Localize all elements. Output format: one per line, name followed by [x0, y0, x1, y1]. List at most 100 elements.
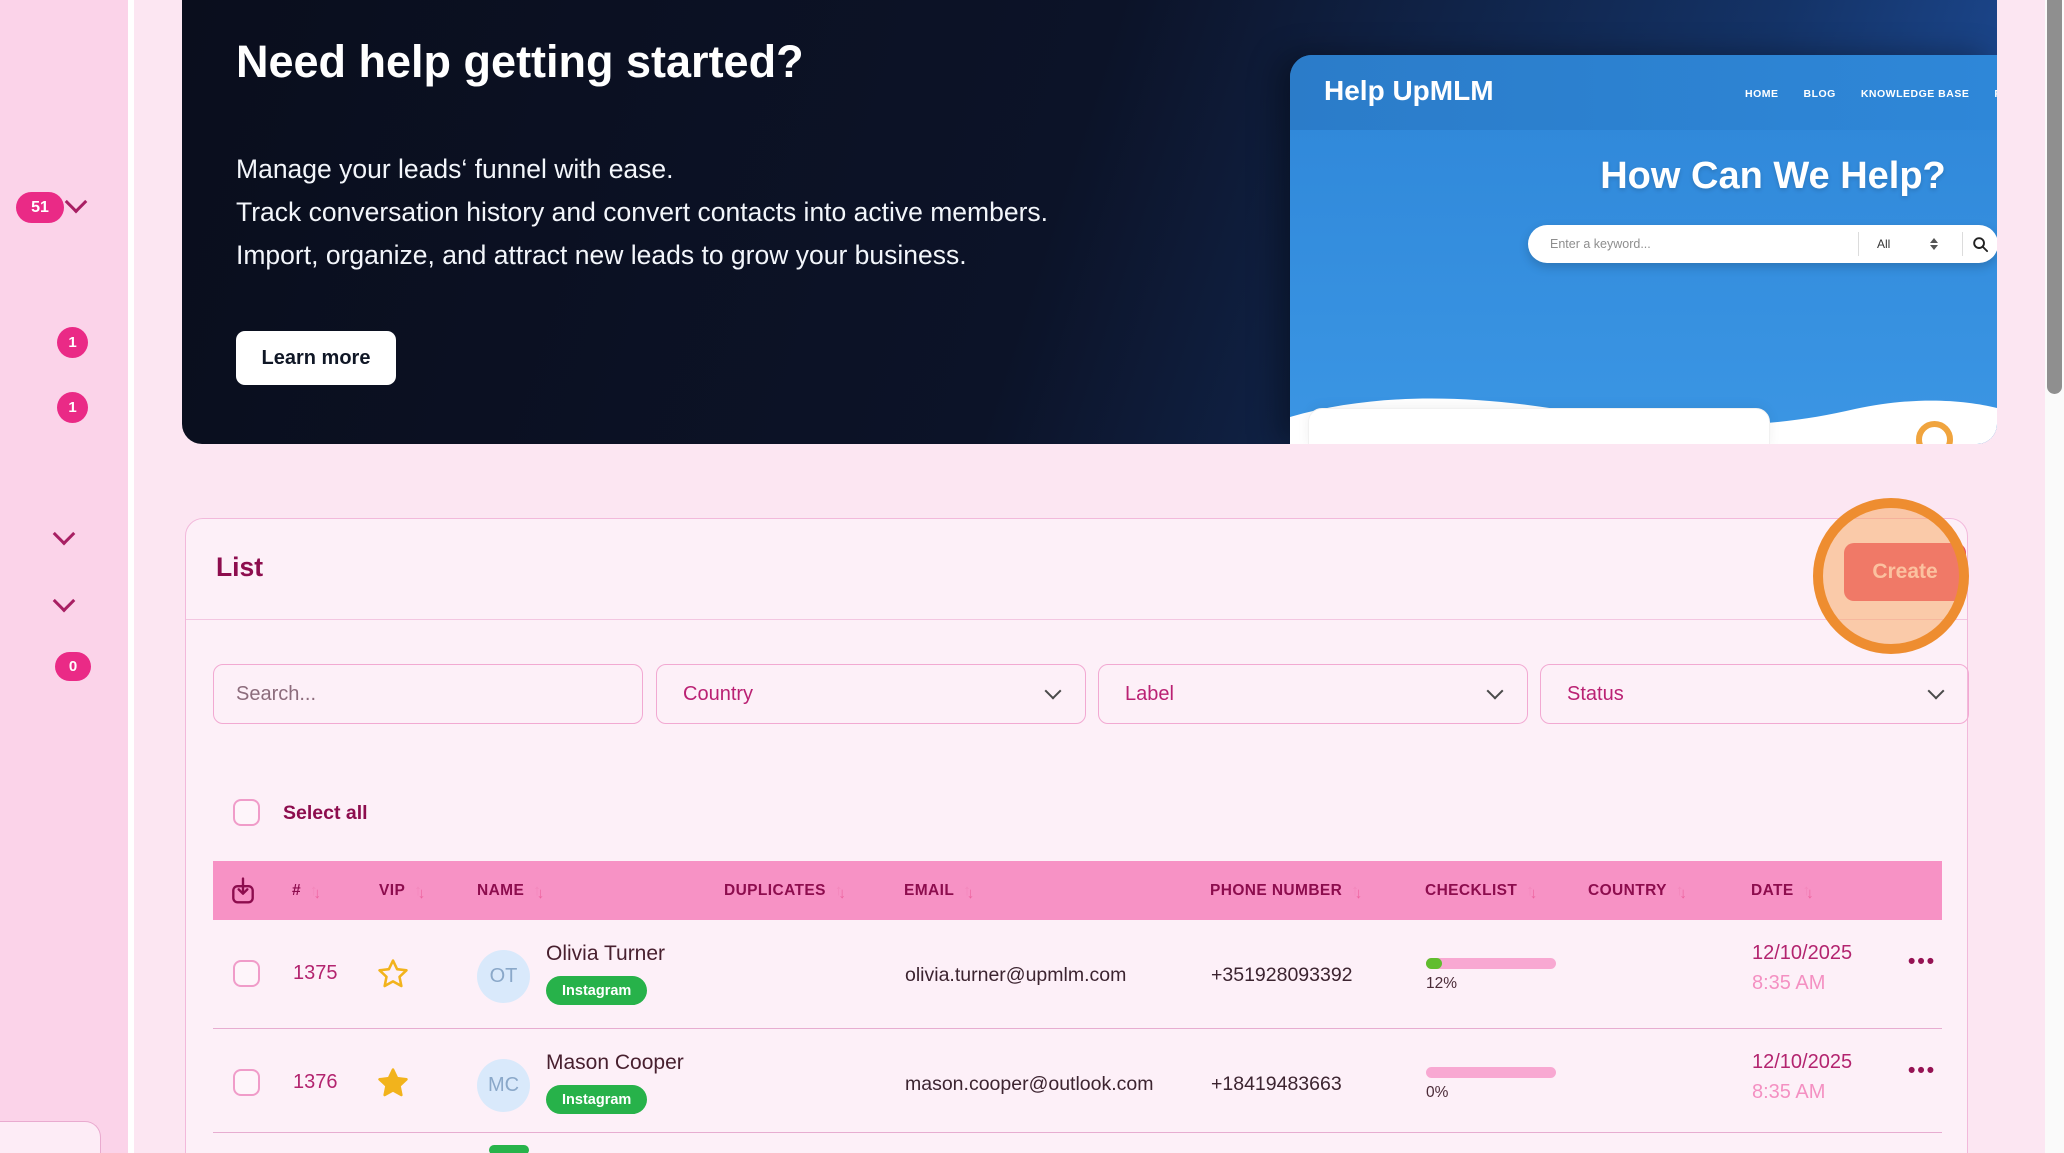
- vip-star-icon[interactable]: [376, 957, 410, 991]
- next-row-peek: [489, 1145, 529, 1153]
- banner-line: Import, organize, and attract new leads …: [236, 240, 967, 270]
- label-filter-select[interactable]: Label: [1098, 664, 1528, 724]
- chevron-down-icon[interactable]: [52, 591, 76, 611]
- help-site-hero-title: How Can We Help?: [1600, 155, 1946, 197]
- sidebar-scrollbar-track[interactable]: [128, 0, 134, 1153]
- vip-star-icon[interactable]: [376, 1066, 410, 1100]
- column-header-id[interactable]: # ↑ ↓: [292, 881, 322, 903]
- sidebar-count-badge: 0: [55, 652, 91, 681]
- page-scrollbar-track[interactable]: [2045, 0, 2064, 1153]
- learn-more-button[interactable]: Learn more: [236, 331, 396, 385]
- sort-icon[interactable]: ↑ ↓: [310, 882, 322, 902]
- lead-time: 8:35 AM: [1752, 972, 1826, 994]
- search-category-value: All: [1877, 237, 1891, 251]
- search-input[interactable]: [213, 664, 643, 724]
- column-header-checklist[interactable]: CHECKLIST ↑ ↓: [1425, 881, 1538, 903]
- nav-item-blog[interactable]: BLOG: [1803, 88, 1836, 100]
- help-site-logo-ring: [1916, 421, 1953, 444]
- sidebar-count-badge: 1: [57, 392, 88, 423]
- help-site-article-card: [1308, 408, 1770, 444]
- sidebar: 51 1 1 0: [0, 0, 128, 1153]
- table-row: 1375 OT Olivia Turner Instagram olivia.t…: [213, 920, 1942, 1029]
- column-header-name[interactable]: NAME ↑ ↓: [477, 881, 545, 903]
- help-site-header: [1290, 55, 1997, 130]
- select-all-label: Select all: [283, 802, 368, 824]
- list-card: List Create Country Label Status Select …: [185, 518, 1969, 1153]
- help-site-search-bar: All: [1528, 225, 1997, 263]
- label-badge: Instagram: [546, 1085, 648, 1114]
- help-site-preview: Help UpMLM HOME BLOG KNOWLEDGE BASE FORU…: [1290, 55, 1997, 444]
- nav-item-home[interactable]: HOME: [1745, 88, 1779, 100]
- table-row: 1376 MC Mason Cooper Instagram mason.coo…: [213, 1029, 1942, 1133]
- column-header-duplicates[interactable]: DUPLICATES ↑ ↓: [724, 881, 846, 903]
- help-site-logo: Help UpMLM: [1324, 75, 1494, 106]
- checklist-percent: 12%: [1426, 975, 1458, 992]
- label-filter-value: Label: [1125, 682, 1174, 705]
- search-submit-button[interactable]: [1963, 236, 1997, 253]
- help-site-nav: HOME BLOG KNOWLEDGE BASE FORUM: [1745, 88, 1997, 100]
- banner-line: Track conversation history and convert c…: [236, 197, 1049, 227]
- nav-item-knowledge-base[interactable]: KNOWLEDGE BASE: [1860, 88, 1970, 100]
- hero-banner: Need help getting started? Manage your l…: [182, 0, 1997, 444]
- checklist-percent: 0%: [1426, 1084, 1449, 1101]
- chevron-down-icon: [1044, 682, 1062, 699]
- sort-icon[interactable]: ↑ ↓: [1675, 882, 1687, 902]
- lead-id: 1376: [293, 1071, 338, 1093]
- sort-icon[interactable]: ↑ ↓: [1526, 882, 1538, 902]
- row-checkbox[interactable]: [233, 960, 260, 987]
- lead-date: 12/10/2025: [1752, 1051, 1853, 1073]
- sort-icon[interactable]: ↑ ↓: [414, 882, 426, 902]
- divider: [1962, 232, 1963, 256]
- chevron-down-icon: [1486, 682, 1504, 699]
- column-header-country[interactable]: COUNTRY ↑ ↓: [1588, 881, 1687, 903]
- checklist-progress-fill: [1426, 958, 1442, 969]
- chevron-down-icon[interactable]: [52, 524, 76, 544]
- column-header-phone[interactable]: PHONE NUMBER ↑ ↓: [1210, 881, 1363, 903]
- lead-email: olivia.turner@upmlm.com: [905, 964, 1127, 986]
- select-caret-icon: [1930, 238, 1939, 250]
- chevron-down-icon[interactable]: [64, 192, 88, 212]
- export-icon: [232, 876, 254, 903]
- status-filter-select[interactable]: Status: [1540, 664, 1969, 724]
- row-actions-button[interactable]: •••: [1908, 1059, 1937, 1082]
- page-title: List: [216, 552, 264, 582]
- lead-phone: +18419483663: [1211, 1073, 1342, 1095]
- keyword-search-input[interactable]: [1528, 237, 1858, 251]
- column-header-date[interactable]: DATE ↑ ↓: [1751, 881, 1814, 903]
- sort-icon[interactable]: ↑ ↓: [1802, 882, 1814, 902]
- divider: [186, 619, 1967, 620]
- country-filter-select[interactable]: Country: [656, 664, 1086, 724]
- lead-name[interactable]: Olivia Turner: [546, 942, 666, 965]
- country-filter-value: Country: [683, 682, 754, 705]
- sort-icon[interactable]: ↑ ↓: [834, 882, 846, 902]
- avatar: OT: [477, 950, 530, 1003]
- create-button[interactable]: Create: [1844, 543, 1966, 601]
- status-filter-value: Status: [1567, 682, 1624, 705]
- checklist-progress-bar: [1426, 958, 1556, 969]
- lead-time: 8:35 AM: [1752, 1081, 1826, 1103]
- sort-icon[interactable]: ↑ ↓: [533, 882, 545, 902]
- lead-email: mason.cooper@outlook.com: [905, 1073, 1154, 1095]
- banner-title: Need help getting started?: [236, 36, 804, 87]
- search-icon: [1973, 236, 1989, 252]
- label-badge: Instagram: [546, 976, 648, 1005]
- column-header-vip[interactable]: VIP ↑ ↓: [379, 881, 426, 903]
- sort-icon[interactable]: ↑ ↓: [963, 882, 975, 902]
- table-header: # ↑ ↓ VIP ↑ ↓ NAME ↑ ↓ DUPLICATES ↑ ↓ EMAIL …: [213, 861, 1942, 920]
- row-actions-button[interactable]: •••: [1908, 950, 1937, 973]
- sidebar-count-badge: 51: [16, 192, 64, 223]
- chevron-down-icon: [1927, 682, 1945, 699]
- lead-name[interactable]: Mason Cooper: [546, 1051, 684, 1074]
- column-header-email[interactable]: EMAIL ↑ ↓: [904, 881, 975, 903]
- lead-phone: +351928093392: [1211, 964, 1353, 986]
- lead-date: 12/10/2025: [1752, 942, 1853, 964]
- checklist-progress-bar: [1426, 1067, 1556, 1078]
- sidebar-footer-panel: [0, 1121, 101, 1153]
- sort-icon[interactable]: ↑ ↓: [1351, 882, 1363, 902]
- nav-item-forum[interactable]: FORUM: [1994, 88, 1997, 100]
- search-category-select[interactable]: All: [1859, 237, 1962, 251]
- export-button[interactable]: [230, 861, 256, 920]
- page-scrollbar-thumb[interactable]: [2047, 0, 2062, 394]
- row-checkbox[interactable]: [233, 1069, 260, 1096]
- select-all-checkbox[interactable]: [233, 799, 260, 826]
